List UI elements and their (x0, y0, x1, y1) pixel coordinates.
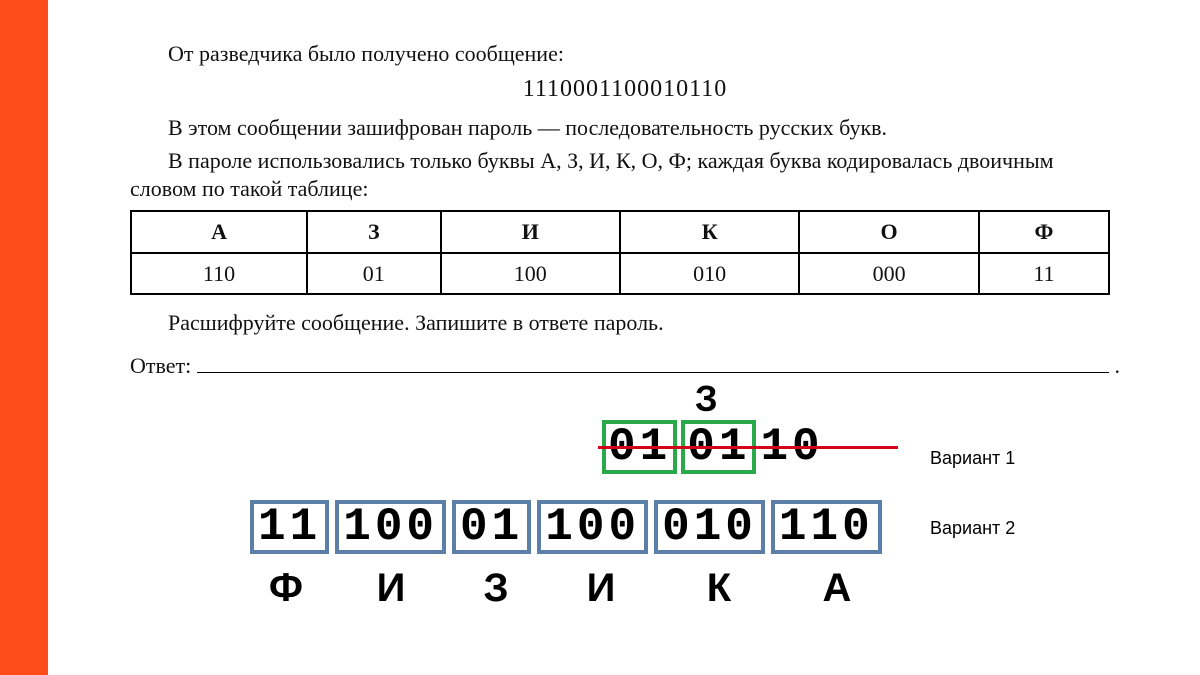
code-table: А З И К О Ф 110 01 100 010 000 11 (130, 210, 1110, 295)
variant2-label: Вариант 2 (930, 518, 1015, 539)
task-text: Расшифруйте сообщение. Запишите в ответе… (130, 309, 1120, 337)
th-O: О (799, 211, 978, 253)
line3: В пароле использовались только буквы А, … (130, 147, 1120, 202)
td-A: 110 (131, 253, 307, 295)
th-F: Ф (979, 211, 1109, 253)
v2-group-2: 01 (452, 500, 531, 554)
line2: В этом сообщении зашифрован пароль — пос… (130, 114, 1120, 142)
answer-period: . (1115, 352, 1121, 380)
problem-content: От разведчика было получено сообщение: 1… (130, 40, 1120, 379)
letter-1: И (348, 566, 434, 611)
strike-through-line (598, 446, 898, 449)
v2-group-1: 100 (335, 500, 446, 554)
answer-label: Ответ: (130, 352, 191, 380)
letter-2: З (466, 566, 526, 611)
letters-row: Ф И З И К А (256, 566, 880, 611)
bitstring: 1110001100010110 (130, 74, 1120, 104)
td-F: 11 (979, 253, 1109, 295)
letter-0: Ф (256, 566, 316, 611)
variant2-row: 11 100 01 100 010 110 (250, 500, 882, 554)
th-I: И (441, 211, 620, 253)
v2-group-3: 100 (537, 500, 648, 554)
table-code-row: 110 01 100 010 000 11 (131, 253, 1109, 295)
v2-group-0: 11 (250, 500, 329, 554)
letter-5: А (794, 566, 880, 611)
th-A: А (131, 211, 307, 253)
td-K: 010 (620, 253, 799, 295)
v2-group-5: 110 (771, 500, 882, 554)
td-O: 000 (799, 253, 978, 295)
th-Z: З (307, 211, 441, 253)
z-hint-label: З (695, 378, 718, 420)
th-K: К (620, 211, 799, 253)
td-I: 100 (441, 253, 620, 295)
v2-group-4: 010 (654, 500, 765, 554)
orange-left-stripe (0, 0, 48, 675)
table-header-row: А З И К О Ф (131, 211, 1109, 253)
letter-4: К (676, 566, 762, 611)
intro-text: От разведчика было получено сообщение: (130, 40, 1120, 68)
answer-row: Ответ: . (130, 349, 1120, 380)
variant1-label: Вариант 1 (930, 448, 1015, 469)
letter-3: И (558, 566, 644, 611)
td-Z: 01 (307, 253, 441, 295)
answer-blank-line (197, 349, 1108, 373)
